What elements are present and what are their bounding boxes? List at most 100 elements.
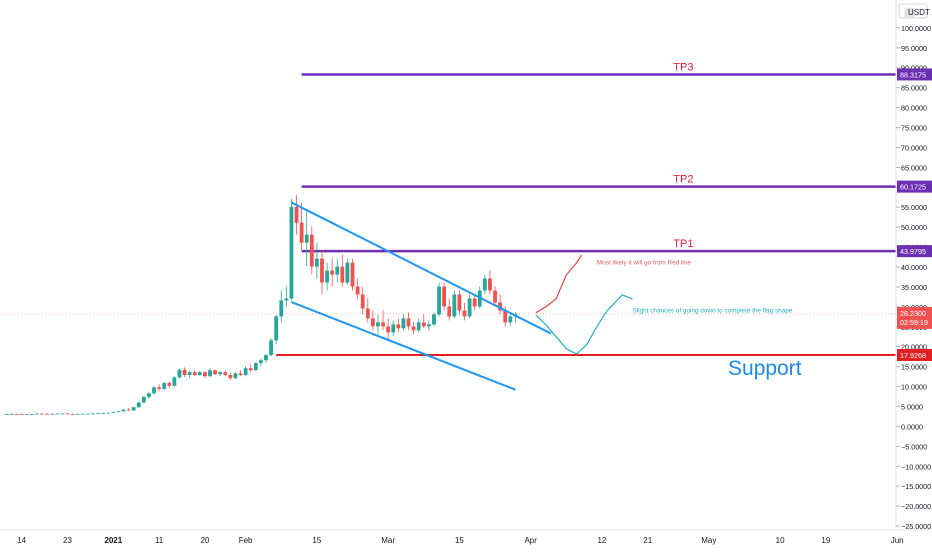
y-tick-label: 70.0000 bbox=[901, 143, 927, 152]
candle bbox=[299, 202, 304, 251]
candle bbox=[355, 278, 360, 299]
candle-body bbox=[14, 414, 19, 415]
currency-selector[interactable]: ⬜ USDT bbox=[898, 3, 930, 19]
trend-drawings: Most likely it will go from Red line Slig… bbox=[290, 201, 793, 391]
candle-body bbox=[457, 294, 462, 311]
candle bbox=[75, 413, 80, 415]
candle-body bbox=[152, 387, 156, 394]
candle-body bbox=[85, 413, 90, 415]
candle-body bbox=[508, 316, 513, 323]
candle bbox=[411, 322, 416, 335]
candle bbox=[24, 414, 29, 416]
candle bbox=[40, 413, 44, 415]
candle-body bbox=[503, 310, 508, 323]
candle bbox=[325, 262, 329, 291]
last-price-countdown: 02:59:19 bbox=[900, 318, 928, 327]
candle-body bbox=[157, 387, 161, 389]
candle-body bbox=[289, 206, 294, 299]
last-price-value: 28.2300 bbox=[900, 309, 926, 318]
candle bbox=[136, 401, 141, 408]
x-tick-label: 20 bbox=[200, 536, 209, 545]
candle bbox=[4, 414, 9, 416]
candle bbox=[55, 413, 60, 415]
candle-body bbox=[192, 372, 197, 375]
candle-body bbox=[187, 372, 192, 375]
candle bbox=[111, 411, 116, 414]
candle bbox=[182, 367, 187, 377]
candle bbox=[121, 409, 126, 412]
candle bbox=[482, 274, 487, 295]
x-tick-label: 11 bbox=[155, 536, 164, 545]
x-tick-label: 14 bbox=[17, 536, 26, 545]
candle bbox=[192, 370, 197, 377]
candle-body bbox=[396, 324, 401, 329]
candle bbox=[253, 362, 258, 372]
candle-body bbox=[208, 370, 212, 377]
candle-body bbox=[197, 372, 202, 375]
candle-body bbox=[65, 413, 70, 415]
candle-body bbox=[60, 413, 65, 415]
candle-body bbox=[177, 369, 182, 378]
candle bbox=[488, 270, 492, 295]
level-label-tp3: TP3 bbox=[673, 61, 693, 73]
projection-cyan-note: Slight chances of going down to complete… bbox=[632, 307, 792, 314]
x-tick-label: 12 bbox=[597, 536, 606, 545]
candle bbox=[233, 372, 238, 379]
candle-body bbox=[482, 278, 487, 291]
candle bbox=[406, 312, 411, 331]
candle bbox=[14, 413, 19, 415]
channel-lower-line bbox=[291, 301, 516, 391]
candle bbox=[462, 302, 467, 321]
candle-body bbox=[147, 393, 151, 397]
candle-body bbox=[80, 413, 85, 415]
candle bbox=[35, 413, 39, 415]
projection-red-note: Most likely it will go from Red line bbox=[597, 260, 692, 267]
candle bbox=[269, 338, 273, 357]
candle-body bbox=[355, 286, 360, 295]
candle bbox=[345, 258, 350, 285]
projection-red-path bbox=[535, 254, 583, 314]
candle bbox=[60, 413, 65, 415]
candle-body bbox=[101, 413, 106, 414]
x-tick-label: 15 bbox=[312, 536, 321, 545]
candle bbox=[187, 371, 192, 379]
candle-body bbox=[411, 326, 416, 331]
currency-lock-icon: ⬜ bbox=[904, 7, 914, 17]
candle bbox=[437, 282, 441, 317]
candle-body bbox=[314, 258, 319, 267]
candle-body bbox=[218, 372, 223, 375]
candle bbox=[80, 413, 85, 415]
candle bbox=[172, 376, 177, 387]
candle bbox=[203, 371, 207, 379]
x-tick-label: 10 bbox=[776, 536, 785, 545]
candle-body bbox=[386, 326, 391, 333]
candle-body bbox=[269, 340, 273, 356]
candle bbox=[391, 320, 396, 337]
candle-body bbox=[421, 322, 426, 327]
candle bbox=[340, 254, 345, 287]
candle bbox=[9, 413, 14, 415]
support-tag bbox=[897, 348, 932, 361]
candle bbox=[279, 290, 284, 323]
candle bbox=[141, 396, 146, 404]
candle-body bbox=[35, 413, 39, 415]
candle-body bbox=[335, 266, 340, 275]
candle-body bbox=[467, 298, 472, 317]
candle-body bbox=[50, 413, 55, 415]
candle-body bbox=[452, 294, 457, 317]
candle bbox=[116, 410, 121, 413]
candle bbox=[131, 406, 136, 411]
candle-body bbox=[203, 372, 207, 377]
candle bbox=[314, 242, 319, 279]
candle bbox=[274, 314, 279, 345]
projection-cyan-path bbox=[535, 294, 633, 355]
support-label: Support bbox=[728, 357, 802, 380]
y-tick-label: −10.0000 bbox=[901, 462, 931, 471]
candle bbox=[264, 354, 268, 364]
candle bbox=[29, 413, 34, 415]
level-tag-tp3 bbox=[897, 68, 932, 81]
y-tick-label: 5.0000 bbox=[901, 402, 923, 411]
candle bbox=[376, 314, 380, 337]
